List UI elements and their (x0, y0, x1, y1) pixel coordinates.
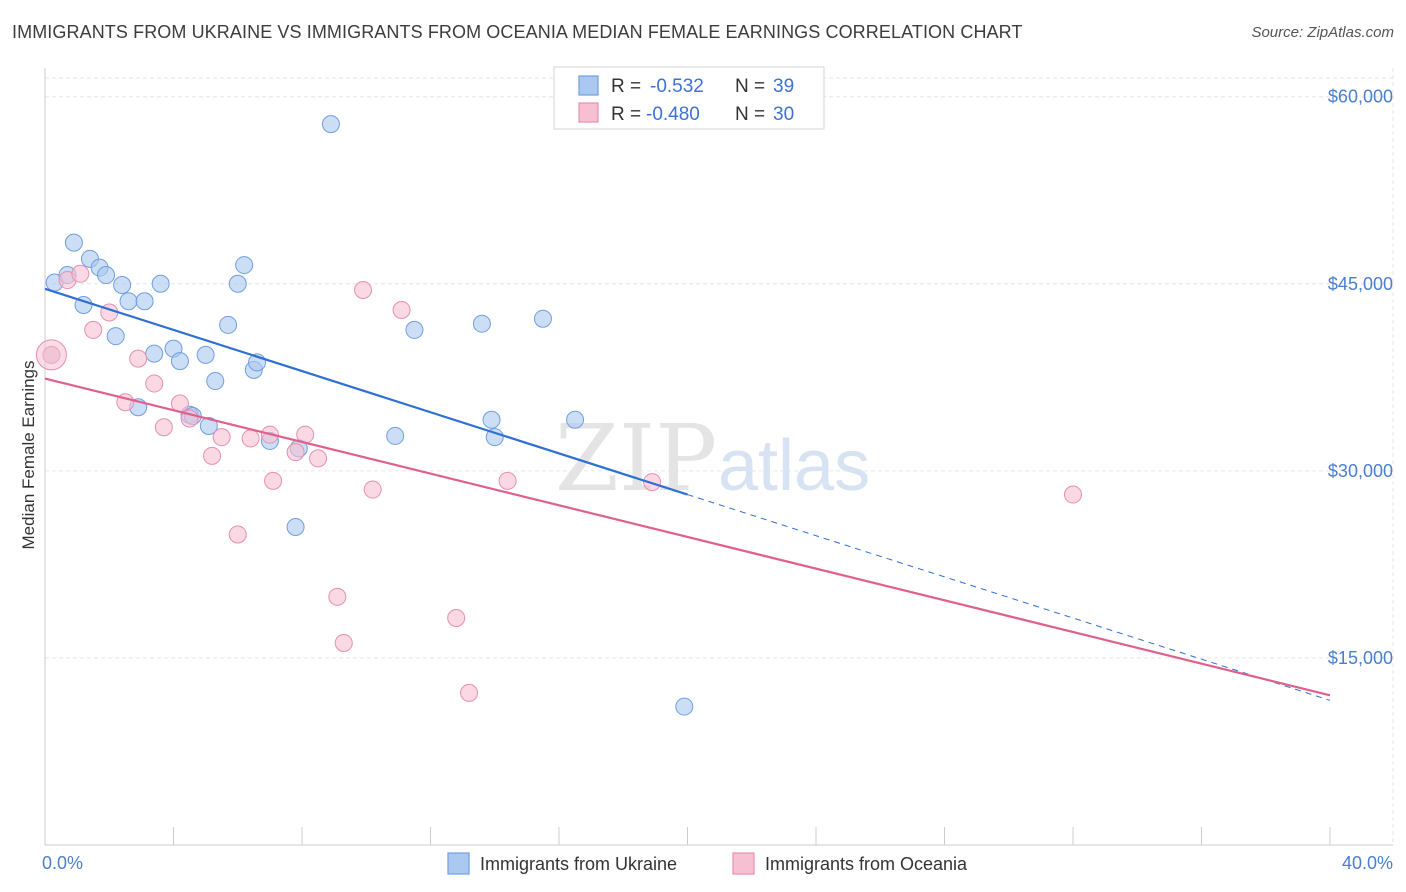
point-ukraine-11 (135, 292, 154, 311)
point-ukraine-18 (196, 345, 215, 364)
point-ukraine-36 (566, 410, 585, 429)
point-oceania-24 (392, 300, 411, 319)
watermark: ZIP atlas (555, 405, 870, 512)
trend-line-ukraine (44, 287, 688, 496)
legend-n-value-oceania: 30 (773, 104, 794, 125)
chart-title: IMMIGRANTS FROM UKRAINE VS IMMIGRANTS FR… (12, 22, 1023, 42)
point-oceania-13 (228, 525, 247, 544)
point-oceania-17 (286, 443, 305, 462)
point-ukraine-31 (405, 320, 424, 339)
legend-n-label-oceania: N = (735, 104, 765, 125)
point-ukraine-19 (199, 416, 218, 435)
legend-r-label-oceania: R = (611, 104, 641, 125)
x-tick-label-0: 0.0% (42, 853, 83, 873)
point-ukraine-20 (206, 372, 225, 391)
point-ukraine-6 (97, 266, 116, 285)
legend-r-value-ukraine: -0.532 (650, 76, 704, 97)
point-ukraine-7 (106, 327, 125, 346)
legend-swatch-oceania (578, 102, 599, 123)
point-ukraine-2 (64, 233, 83, 252)
point-ukraine-8 (113, 276, 132, 295)
point-oceania-8 (154, 418, 173, 437)
point-ukraine-37 (675, 697, 694, 716)
y-tick-labels: $15,000 $30,000 $45,000 $60,000 (1328, 87, 1393, 668)
point-cluster-left (35, 339, 67, 371)
point-oceania-3 (84, 320, 103, 339)
point-ukraine-13 (151, 274, 170, 293)
legend-r-label-ukraine: R = (611, 76, 641, 97)
bottom-legend-label-oceania: Immigrants from Oceania (765, 854, 968, 874)
point-ukraine-29 (321, 115, 340, 134)
y-tick-label-0: $15,000 (1328, 648, 1393, 668)
legend-r-value-oceania: -0.480 (646, 104, 700, 125)
point-oceania-26 (460, 683, 479, 702)
point-oceania-6 (129, 349, 148, 368)
y-tick-label-2: $45,000 (1328, 274, 1393, 294)
point-ukraine-35 (533, 309, 552, 328)
trend-line-oceania (44, 377, 1331, 697)
point-oceania-11 (203, 446, 222, 465)
data-points (35, 115, 1082, 716)
point-oceania-21 (334, 633, 353, 652)
bottom-legend-swatch-oceania (732, 852, 755, 875)
point-ukraine-33 (482, 410, 501, 429)
point-ukraine-22 (228, 274, 247, 293)
bottom-legend-label-ukraine: Immigrants from Ukraine (480, 854, 677, 874)
legend-box: R = -0.532 N = 39 R = -0.480 N = 30 (553, 66, 825, 130)
source-label: Source: ZipAtlas.com (1251, 24, 1394, 41)
x-tick-label-1: 40.0% (1342, 853, 1393, 873)
point-ukraine-30 (386, 426, 405, 445)
trend-line-ukraine-extension (687, 494, 1331, 701)
point-ukraine-34 (485, 428, 504, 447)
point-oceania-22 (354, 281, 373, 300)
point-oceania-27 (498, 471, 517, 490)
watermark-atlas: atlas (718, 426, 870, 506)
trend-lines (44, 287, 1331, 701)
y-tick-label-1: $30,000 (1328, 461, 1393, 481)
point-oceania-7 (145, 374, 164, 393)
point-oceania-23 (363, 480, 382, 499)
point-oceania-12 (212, 428, 231, 447)
point-ukraine-23 (235, 256, 254, 275)
point-ukraine-9 (119, 292, 138, 311)
point-oceania-2 (71, 264, 90, 283)
legend-swatch-ukraine (578, 75, 599, 96)
point-ukraine-12 (145, 344, 164, 363)
point-ukraine-15 (170, 352, 189, 371)
point-oceania-29 (1064, 485, 1082, 504)
point-oceania-16 (264, 471, 283, 490)
y-axis-title: Median Female Earnings (19, 361, 38, 550)
point-ukraine-21 (219, 315, 238, 334)
x-tick-labels: 0.0% 40.0% (42, 853, 1393, 873)
y-tick-label-3: $60,000 (1328, 87, 1393, 107)
point-oceania-19 (309, 449, 328, 468)
legend-n-label-ukraine: N = (735, 76, 765, 97)
bottom-legend: Immigrants from Ukraine Immigrants from … (447, 852, 968, 875)
legend-n-value-ukraine: 39 (773, 76, 794, 97)
bottom-legend-swatch-ukraine (447, 852, 470, 875)
point-ukraine-32 (472, 314, 491, 333)
point-oceania-20 (328, 587, 347, 606)
axes (44, 68, 1393, 846)
point-oceania-14 (241, 429, 260, 448)
grid-lines (45, 68, 1394, 845)
point-oceania-25 (447, 609, 466, 628)
point-ukraine-28 (286, 517, 305, 536)
